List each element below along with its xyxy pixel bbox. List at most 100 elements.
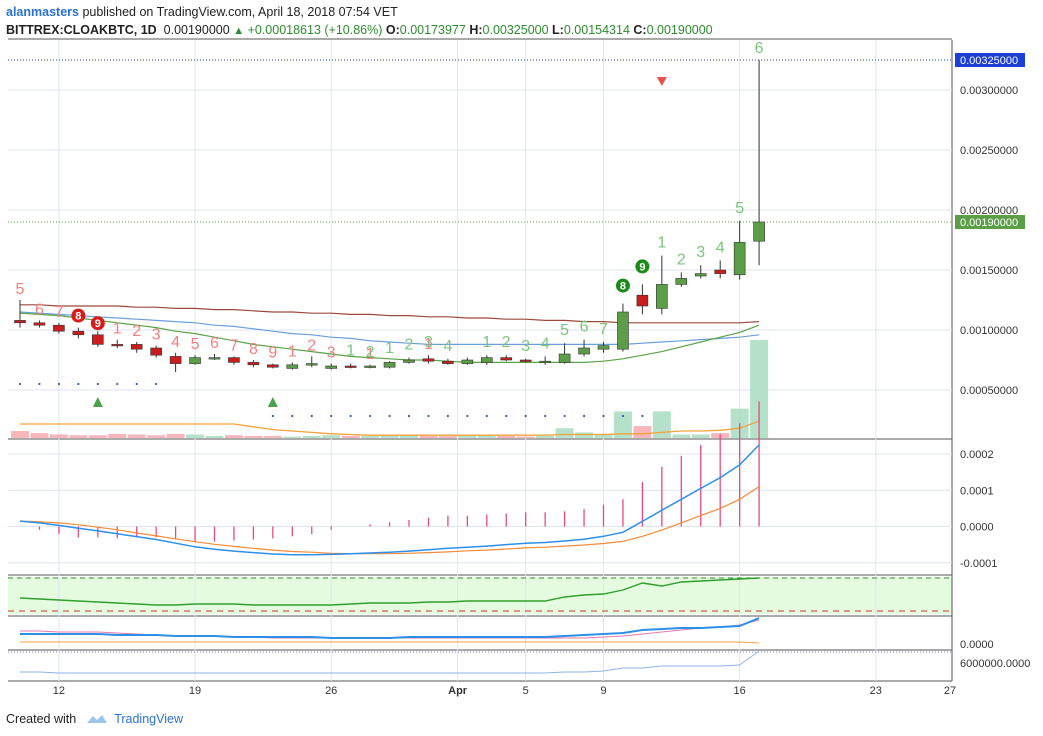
candle-body[interactable] [53, 324, 65, 332]
td-sell-count-label: 2 [307, 337, 316, 354]
volume-bar [516, 436, 535, 438]
td-countdown-badge [635, 259, 650, 274]
td-countdown-label: 8 [620, 281, 626, 293]
candle-body[interactable] [403, 359, 415, 363]
volume-ma-line [20, 420, 760, 436]
x-tick-label: 16 [734, 685, 746, 697]
author-link[interactable]: alanmasters [6, 5, 79, 19]
td-buy-count-label: 5 [735, 200, 744, 217]
candle-body[interactable] [442, 360, 454, 364]
last-price: 0.00190000 [163, 23, 230, 37]
close-value: 0.00190000 [646, 23, 713, 37]
sell-signal-arrow-icon [656, 77, 667, 86]
ma-long-line [20, 304, 760, 324]
td-buy-count-label: 1 [385, 340, 394, 357]
candle-body[interactable] [480, 357, 493, 363]
volume-bar [691, 434, 710, 438]
candle-body[interactable] [675, 278, 688, 285]
volume-bar [224, 435, 243, 438]
candle-body[interactable] [208, 357, 221, 360]
td-sell-count-label: 7 [229, 337, 238, 354]
support-dot [330, 414, 333, 418]
td-buy-count-label: 1 [346, 343, 355, 360]
candle-body[interactable] [72, 330, 85, 336]
td-buy-count-label: 4 [443, 338, 452, 355]
td-sell-count-label: 1 [288, 343, 297, 360]
candle-body[interactable] [189, 357, 201, 364]
candle-body[interactable] [597, 345, 610, 350]
chart-header: alanmasters published on TradingView.com… [6, 4, 1036, 39]
volume-bar [11, 431, 29, 438]
volume-bar [419, 435, 438, 438]
last-price-tag-label: 0.00190000 [960, 217, 1018, 229]
high-price-tag [955, 53, 1025, 67]
candle-body[interactable] [694, 273, 707, 277]
rsi-pane-bg [8, 577, 952, 614]
td-sell-count-label: 4 [171, 334, 180, 351]
candle-body[interactable] [500, 357, 513, 361]
candle-body[interactable] [33, 322, 46, 326]
td-sell-count-label: 5 [16, 281, 25, 298]
candle-body[interactable] [539, 360, 551, 364]
support-dot [524, 414, 527, 418]
volume-bar [322, 435, 341, 438]
td-buy-count-label: 4 [716, 239, 725, 256]
candle-body[interactable] [714, 269, 727, 274]
candle-body[interactable] [344, 365, 357, 368]
td-buy-count-label: 1 [482, 334, 491, 351]
candle-body[interactable] [656, 284, 668, 309]
support-dot [602, 414, 605, 418]
candle-body[interactable] [92, 334, 104, 345]
candle-body[interactable] [150, 347, 162, 356]
volume-bar [49, 434, 68, 438]
support-dot [582, 414, 586, 418]
volume-bar [302, 435, 321, 438]
support-dot [466, 414, 469, 418]
volume-bar [283, 436, 302, 438]
td-buy-count-label: 6 [580, 319, 589, 336]
support-dot [485, 414, 488, 418]
volume-bar [633, 426, 652, 438]
candle-body[interactable] [636, 294, 649, 307]
candle-body[interactable] [247, 362, 260, 366]
volume-bar [205, 435, 224, 438]
candle-body[interactable] [228, 357, 240, 363]
volume-bar [127, 434, 146, 438]
tradingview-link[interactable]: TradingView [114, 712, 183, 726]
candle-body[interactable] [364, 365, 376, 368]
buy-signal-arrow-icon [267, 397, 278, 407]
td-sell-count-label: 8 [249, 341, 258, 358]
candle-body[interactable] [267, 364, 279, 368]
low-label: L: [552, 23, 564, 37]
volume-bar [108, 433, 127, 438]
candle-body[interactable] [305, 363, 318, 366]
candle-body[interactable] [325, 365, 338, 369]
volume-bar [380, 435, 399, 438]
td-sell-count-label: 1 [366, 346, 375, 363]
td-sell-count-label: 9 [268, 345, 277, 362]
candle-body[interactable] [753, 221, 765, 242]
candle-body[interactable] [461, 359, 474, 364]
volume-bar [263, 435, 282, 438]
candle-body[interactable] [558, 353, 571, 363]
candle-body[interactable] [169, 356, 182, 364]
volume-bar [186, 434, 205, 438]
candle-body[interactable] [130, 344, 143, 350]
volume-bar [555, 428, 574, 438]
candle-body[interactable] [617, 311, 629, 350]
volume-bar [69, 435, 88, 438]
candle-body[interactable] [733, 242, 746, 276]
candle-body[interactable] [111, 344, 124, 347]
candle-body[interactable] [383, 362, 396, 368]
buy-signal-arrow-icon [92, 397, 103, 407]
support-dot [96, 382, 99, 386]
candle-body[interactable] [578, 347, 590, 355]
open-value: 0.00173977 [399, 23, 466, 37]
candle-body[interactable] [286, 364, 299, 369]
candle-body[interactable] [422, 358, 435, 362]
candle-body[interactable] [14, 320, 26, 324]
candle-body[interactable] [519, 359, 532, 362]
td-sell-count-label: 6 [35, 301, 44, 318]
td-sell-count-label: 2 [132, 323, 141, 340]
